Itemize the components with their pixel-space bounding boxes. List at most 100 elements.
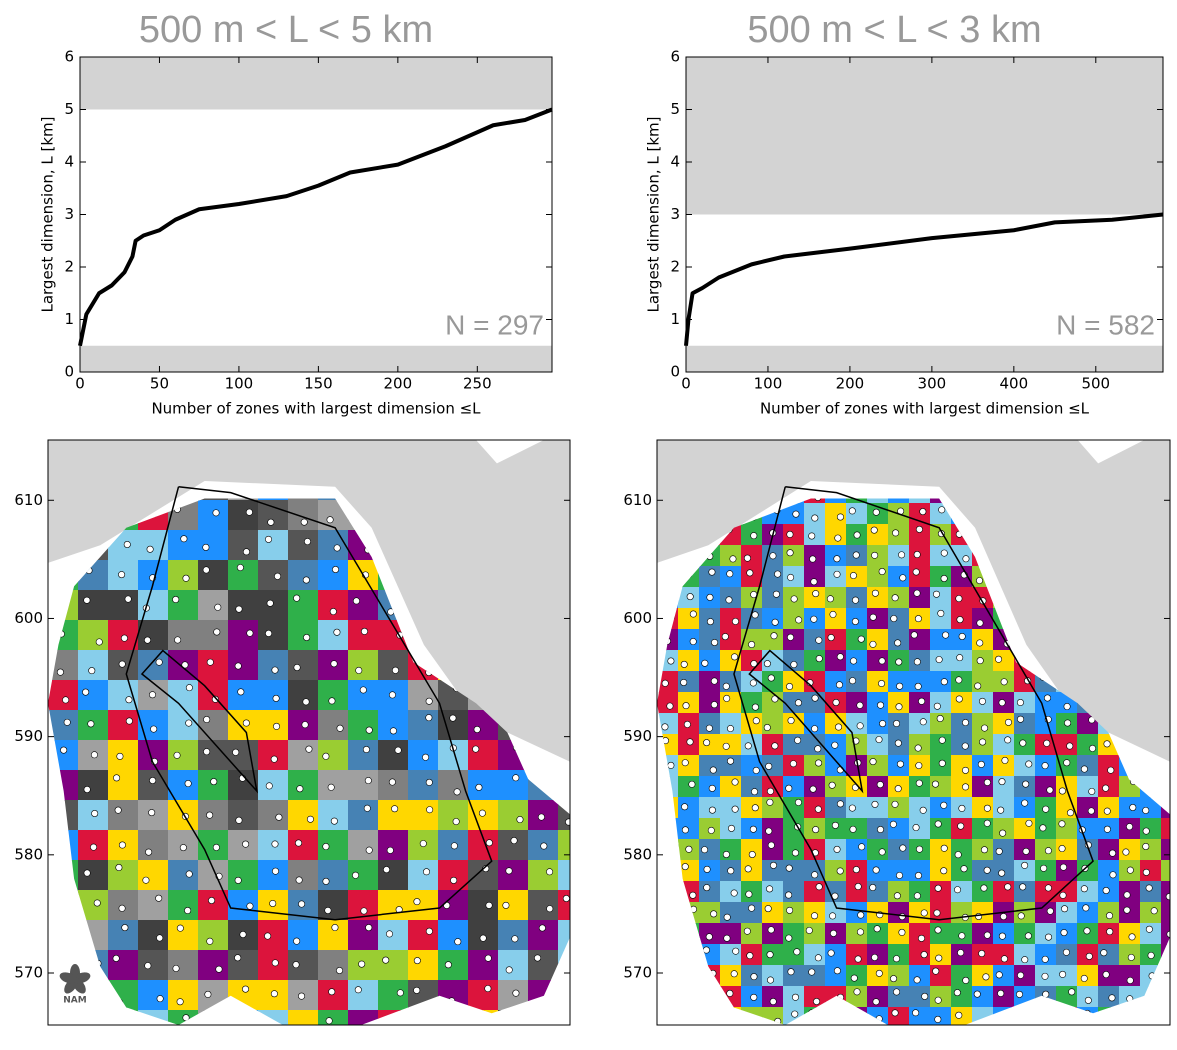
zone-centre bbox=[394, 746, 402, 754]
zone-centre bbox=[731, 617, 739, 625]
zone-centre bbox=[856, 928, 864, 936]
zone bbox=[198, 890, 229, 921]
zone-centre bbox=[708, 806, 716, 814]
zone-centre bbox=[731, 778, 739, 786]
zone-centre bbox=[577, 1019, 583, 1025]
zone-centre bbox=[173, 751, 181, 759]
zone-centre bbox=[324, 906, 332, 914]
zone-centre bbox=[450, 876, 458, 884]
zone-centre bbox=[1080, 974, 1088, 982]
y-tick-label: 570 bbox=[14, 964, 43, 982]
zone bbox=[867, 671, 889, 693]
zone-centre bbox=[234, 954, 242, 962]
annotation: N = 297 bbox=[445, 309, 544, 340]
zone bbox=[408, 680, 439, 711]
zone-centre bbox=[727, 824, 735, 832]
zone-centre bbox=[1061, 905, 1069, 913]
zone-centre bbox=[1059, 863, 1067, 871]
zone-centre bbox=[450, 842, 458, 850]
zone bbox=[972, 818, 994, 840]
zone-centre bbox=[976, 639, 984, 647]
zone bbox=[348, 920, 379, 951]
zone-centre bbox=[1150, 907, 1158, 915]
zone bbox=[972, 881, 994, 903]
y-tick-label: 6 bbox=[670, 48, 680, 66]
curve bbox=[684, 212, 1164, 346]
zone-centre bbox=[912, 824, 920, 832]
zone bbox=[138, 920, 169, 951]
zone bbox=[678, 776, 700, 798]
zone-centre bbox=[723, 934, 731, 942]
zone bbox=[198, 498, 229, 501]
zone-centre bbox=[235, 605, 243, 613]
zone bbox=[288, 740, 319, 771]
zone bbox=[783, 881, 805, 903]
zone-centre bbox=[701, 846, 709, 854]
zone bbox=[930, 944, 952, 966]
zone-centre bbox=[1016, 990, 1024, 998]
zone bbox=[909, 881, 931, 903]
zone bbox=[228, 620, 259, 651]
zone bbox=[909, 524, 931, 546]
zone bbox=[528, 890, 559, 921]
zone-centre bbox=[914, 682, 922, 690]
zone-centre bbox=[723, 694, 731, 702]
zone bbox=[762, 776, 784, 798]
zone-centre bbox=[856, 722, 864, 730]
zone bbox=[138, 710, 169, 741]
zone bbox=[558, 890, 570, 921]
field-outline bbox=[140, 649, 259, 794]
zone bbox=[783, 545, 805, 567]
zone-centre bbox=[156, 995, 164, 1003]
zone-centre bbox=[534, 954, 542, 962]
zone-centre bbox=[1066, 809, 1074, 817]
zone bbox=[168, 590, 199, 621]
zone-centre bbox=[750, 993, 758, 1001]
zone bbox=[1014, 692, 1036, 714]
zone-centre bbox=[725, 596, 733, 604]
zone-centre bbox=[82, 688, 90, 696]
zone-centre bbox=[872, 866, 880, 874]
x-tick-label: 500 bbox=[1081, 375, 1110, 393]
zone bbox=[867, 797, 889, 819]
zone-centre bbox=[940, 575, 948, 583]
zone-centre bbox=[242, 985, 250, 993]
zone-centre bbox=[751, 804, 759, 812]
zone-centre bbox=[851, 617, 859, 625]
zone bbox=[783, 650, 805, 672]
zone-centre bbox=[479, 934, 487, 942]
zone bbox=[825, 503, 847, 525]
zone-centre bbox=[913, 658, 921, 666]
zone-centre bbox=[537, 813, 545, 821]
zone-centre bbox=[155, 658, 163, 666]
zone bbox=[288, 680, 319, 711]
zone-centre bbox=[876, 781, 884, 789]
y-tick-label: 3 bbox=[64, 205, 74, 223]
zone bbox=[804, 944, 826, 966]
y-tick-label: 600 bbox=[14, 609, 43, 627]
zone-centre bbox=[979, 738, 987, 746]
zone bbox=[438, 920, 469, 951]
zone-centre bbox=[856, 701, 864, 709]
zone-centre bbox=[961, 742, 969, 750]
zone-centre bbox=[810, 615, 818, 623]
zone bbox=[825, 797, 847, 819]
zone bbox=[972, 776, 994, 798]
zone bbox=[348, 770, 379, 801]
zone-centre bbox=[893, 892, 901, 900]
zone-centre bbox=[62, 696, 70, 704]
zone-centre bbox=[449, 714, 457, 722]
zone bbox=[228, 680, 259, 711]
zone bbox=[348, 710, 379, 741]
zone bbox=[198, 770, 229, 801]
zone bbox=[408, 860, 439, 891]
zone-centre bbox=[1001, 756, 1009, 764]
zone bbox=[762, 566, 784, 588]
zone-centre bbox=[894, 785, 902, 793]
zone-centre bbox=[932, 967, 940, 975]
zone-centre bbox=[180, 535, 188, 543]
zone bbox=[867, 566, 889, 588]
y-tick-label: 5 bbox=[64, 100, 74, 118]
zone-centre bbox=[833, 845, 841, 853]
zone bbox=[846, 923, 868, 945]
